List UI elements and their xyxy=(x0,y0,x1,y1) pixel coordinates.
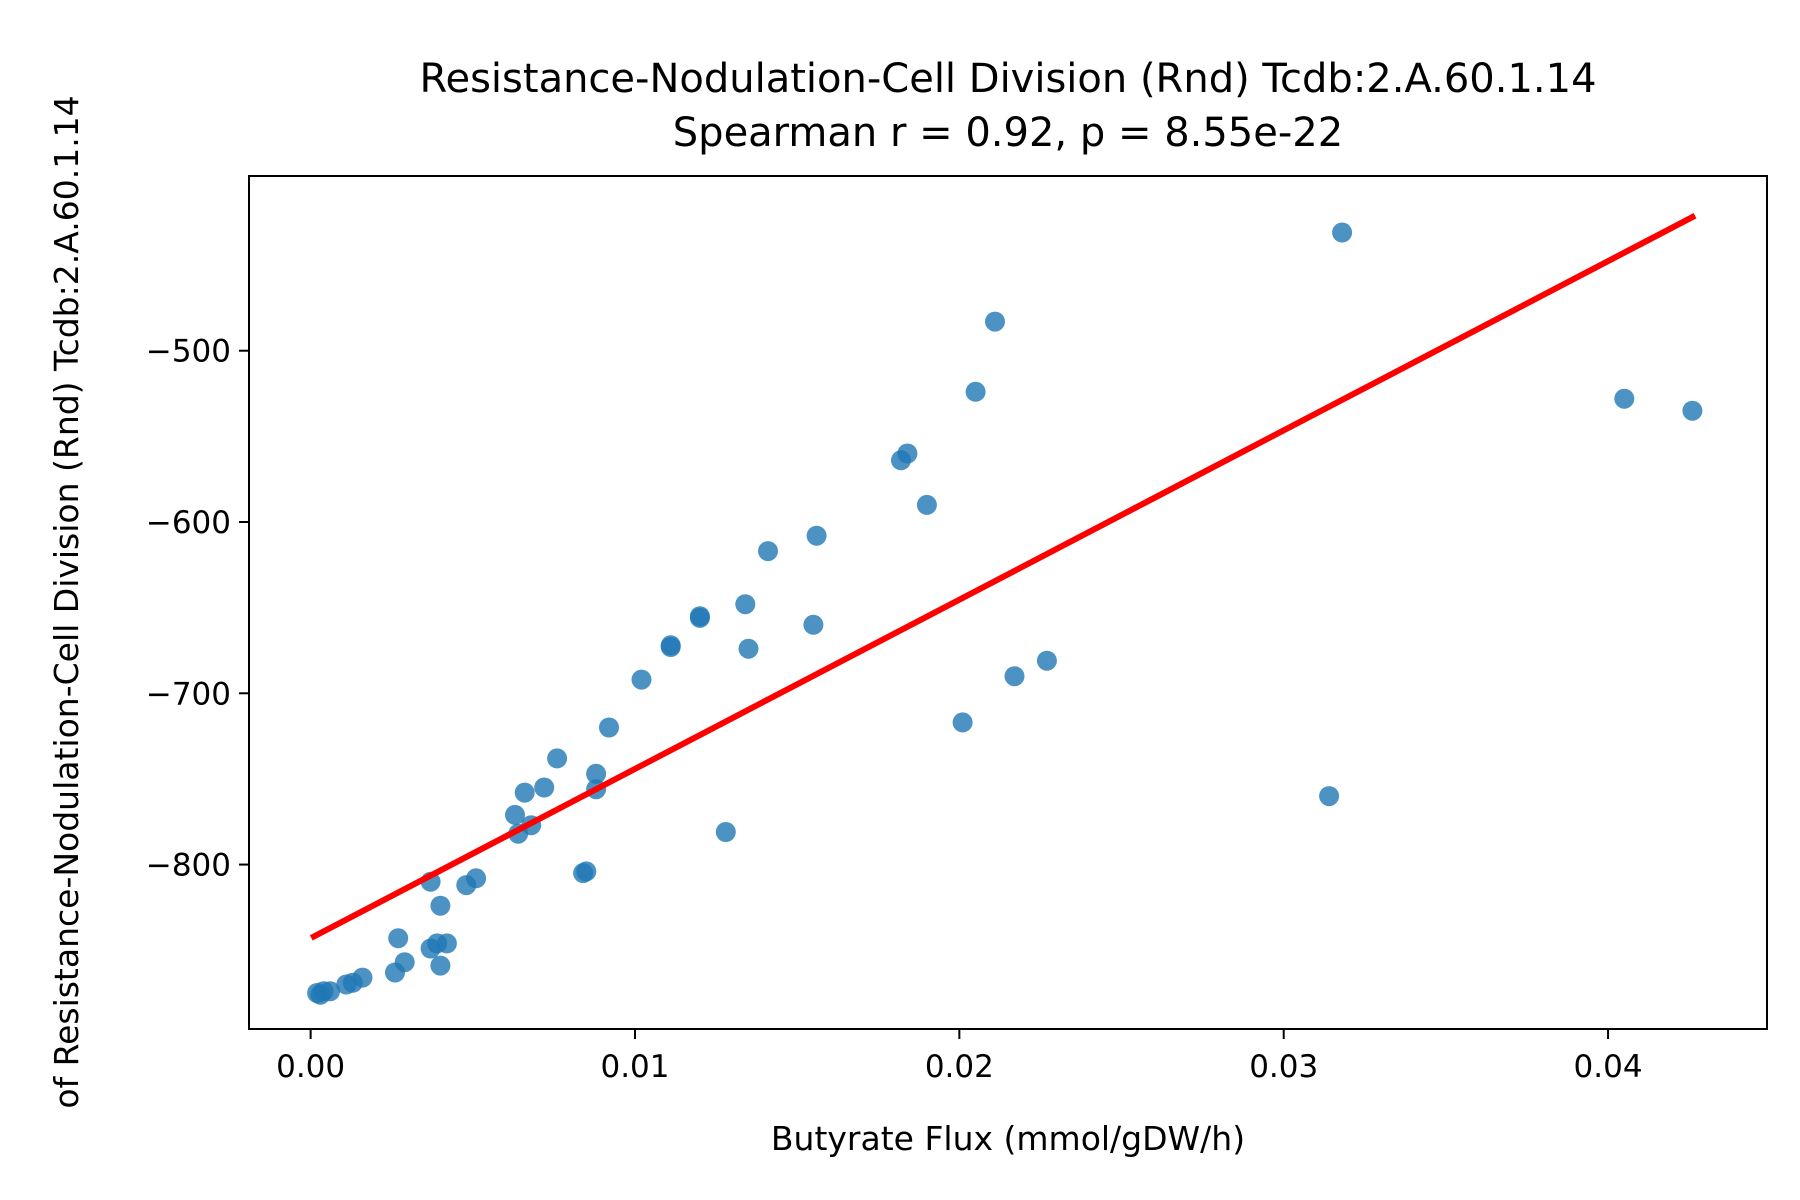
data-point xyxy=(965,381,986,402)
data-point xyxy=(547,748,568,769)
plot-content xyxy=(307,213,1703,1005)
data-point xyxy=(586,763,607,784)
data-point xyxy=(388,928,409,949)
data-point xyxy=(1004,666,1025,687)
data-point xyxy=(430,895,451,916)
data-point xyxy=(985,311,1005,332)
data-point xyxy=(803,614,824,635)
y-tick-label: −600 xyxy=(146,505,231,541)
data-point xyxy=(1332,222,1353,243)
data-point xyxy=(336,974,357,995)
data-point xyxy=(1682,400,1703,421)
data-point xyxy=(385,962,405,983)
data-point xyxy=(514,782,535,803)
data-point xyxy=(1036,650,1057,671)
data-point xyxy=(631,669,652,690)
x-tick-label: 0.01 xyxy=(600,1049,669,1085)
data-point xyxy=(307,983,328,1003)
data-point xyxy=(660,637,681,657)
data-point xyxy=(735,594,756,615)
y-tick-label: −500 xyxy=(146,334,231,370)
data-point xyxy=(505,804,525,825)
x-tick-label: 0.04 xyxy=(1574,1049,1643,1085)
data-point xyxy=(430,955,451,976)
data-point xyxy=(599,717,619,738)
data-point xyxy=(420,938,441,959)
chart-subtitle: Spearman r = 0.92, p = 8.55e-22 xyxy=(673,110,1343,156)
x-tick-label: 0.03 xyxy=(1249,1049,1318,1085)
data-point xyxy=(891,450,911,471)
x-axis: 0.00 0.01 0.02 0.03 0.04 xyxy=(276,1029,1643,1085)
y-axis-label: of Resistance-Nodulation-Cell Division (… xyxy=(47,95,86,1108)
regression-line xyxy=(309,213,1697,941)
data-point xyxy=(952,712,973,733)
y-axis: −500 −600 −700 −800 xyxy=(146,334,249,884)
data-point xyxy=(916,494,937,515)
data-point xyxy=(715,822,736,842)
data-point xyxy=(689,607,710,628)
data-point xyxy=(1319,786,1340,807)
data-point xyxy=(1614,388,1635,409)
x-axis-label: Butyrate Flux (mmol/gDW/h) xyxy=(771,1119,1245,1158)
x-tick-label: 0.00 xyxy=(276,1049,345,1085)
y-tick-label: −800 xyxy=(146,848,231,884)
data-point xyxy=(534,777,555,798)
data-point xyxy=(456,875,477,896)
chart-title: Resistance-Nodulation-Cell Division (Rnd… xyxy=(419,56,1596,102)
data-point xyxy=(573,863,594,884)
plot-frame xyxy=(248,175,1768,1030)
data-point xyxy=(738,638,759,659)
data-point xyxy=(758,541,778,562)
data-point xyxy=(806,525,827,546)
x-tick-label: 0.02 xyxy=(925,1049,994,1085)
y-tick-label: −700 xyxy=(146,676,231,712)
